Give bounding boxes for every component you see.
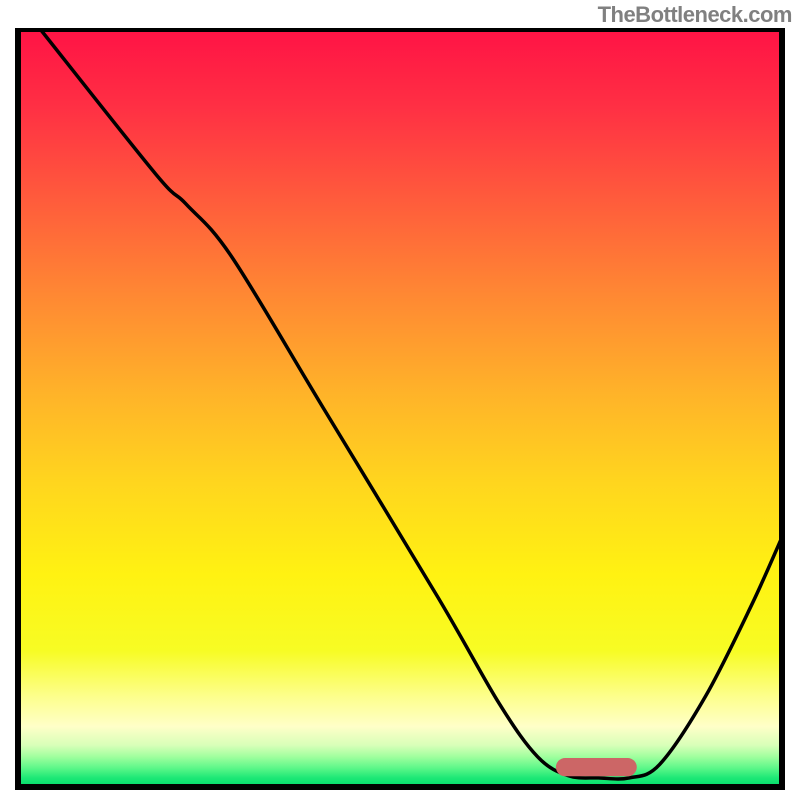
bottleneck-curve-plot xyxy=(15,28,785,790)
optimal-range-marker xyxy=(556,758,637,776)
watermark-text: TheBottleneck.com xyxy=(598,2,792,28)
plot-svg xyxy=(15,28,785,790)
